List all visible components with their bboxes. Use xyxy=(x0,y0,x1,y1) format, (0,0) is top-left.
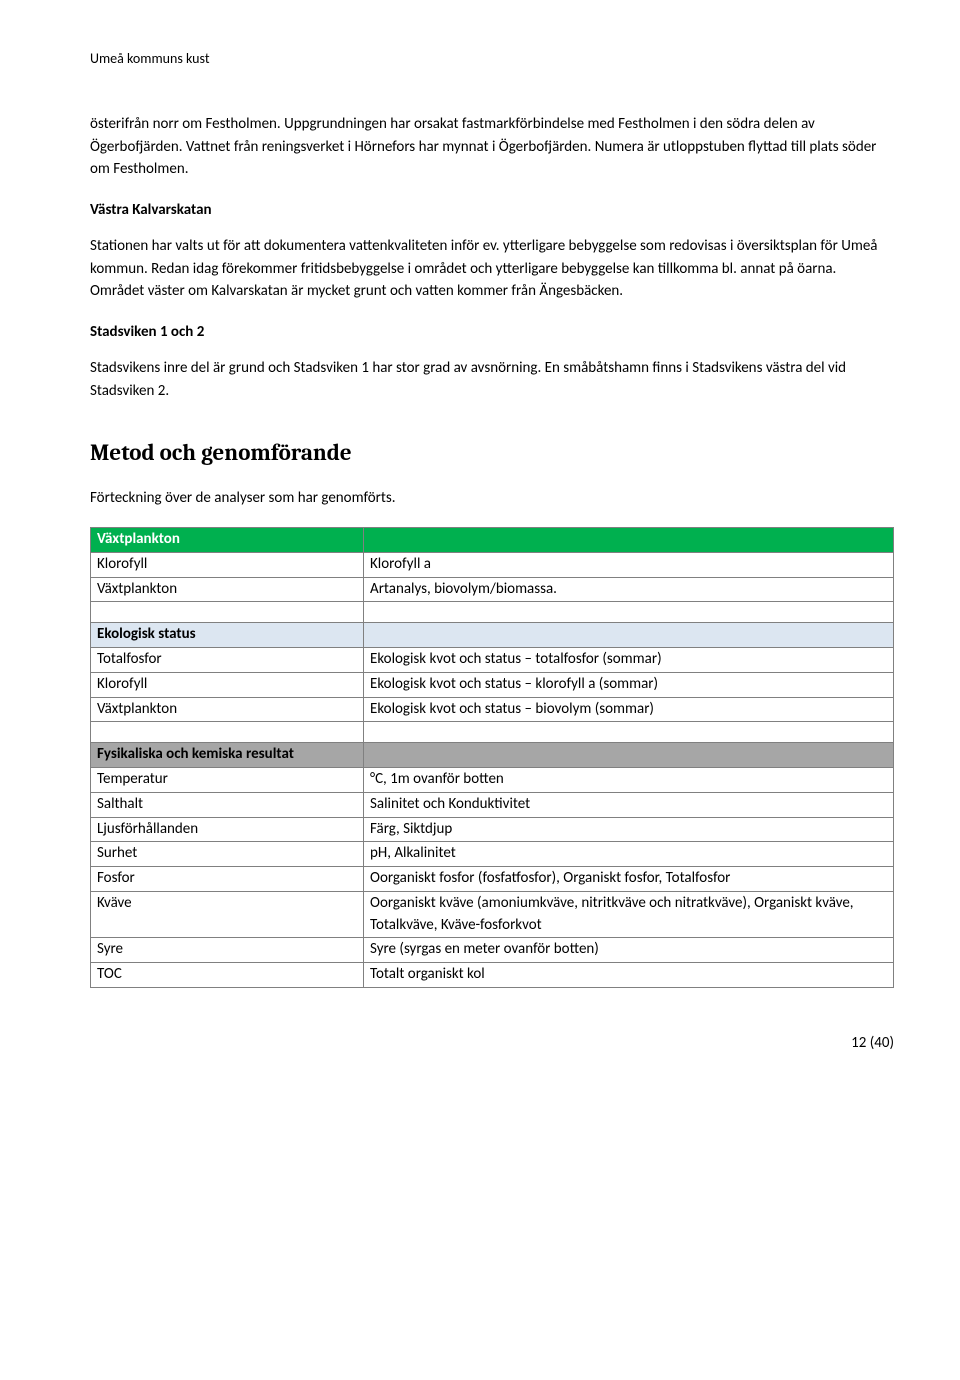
section-heading-stadsviken: Stadsviken 1 och 2 xyxy=(90,321,894,344)
table-cell: Totalfosfor xyxy=(91,648,364,673)
table-cell: Ljusförhållanden xyxy=(91,817,364,842)
table-cell: Klorofyll a xyxy=(364,552,894,577)
table-row: Klorofyll Ekologisk kvot och status – kl… xyxy=(91,672,894,697)
table-row: Växtplankton Ekologisk kvot och status –… xyxy=(91,697,894,722)
table-cell: Klorofyll xyxy=(91,552,364,577)
table-cell: Ekologisk kvot och status – biovolym (so… xyxy=(364,697,894,722)
table-row: Växtplankton Artanalys, biovolym/biomass… xyxy=(91,577,894,602)
table-cell: Artanalys, biovolym/biomassa. xyxy=(364,577,894,602)
table-row: Ljusförhållanden Färg, Siktdjup xyxy=(91,817,894,842)
table-cell: Temperatur xyxy=(91,768,364,793)
table-row: Surhet pH, Alkalinitet xyxy=(91,842,894,867)
table-cell: Salinitet och Konduktivitet xyxy=(364,792,894,817)
body-paragraph: Stationen har valts ut för att dokumente… xyxy=(90,235,894,303)
body-paragraph: österifrån norr om Festholmen. Uppgrundn… xyxy=(90,113,894,181)
table-cell: Salthalt xyxy=(91,792,364,817)
table-row: Totalfosfor Ekologisk kvot och status – … xyxy=(91,648,894,673)
table-header-ekologisk: Ekologisk status xyxy=(91,623,894,648)
table-row xyxy=(91,722,894,743)
table-cell: Färg, Siktdjup xyxy=(364,817,894,842)
table-cell: Ekologisk kvot och status – totalfosfor … xyxy=(364,648,894,673)
table-cell: Kväve xyxy=(91,891,364,938)
table-intro: Förteckning över de analyser som har gen… xyxy=(90,487,894,510)
table-cell: Ekologisk kvot och status – klorofyll a … xyxy=(364,672,894,697)
table-cell: Växtplankton xyxy=(91,528,364,553)
page-header: Umeå kommuns kust xyxy=(90,48,894,69)
table-cell: Fosfor xyxy=(91,867,364,892)
table-row: TOC Totalt organiskt kol xyxy=(91,963,894,988)
table-cell: Växtplankton xyxy=(91,577,364,602)
table-cell: Fysikaliska och kemiska resultat xyxy=(91,743,364,768)
table-cell: Klorofyll xyxy=(91,672,364,697)
table-cell: Växtplankton xyxy=(91,697,364,722)
heading-metod: Metod och genomförande xyxy=(90,436,894,471)
table-cell xyxy=(364,602,894,623)
table-cell: °C, 1m ovanför botten xyxy=(364,768,894,793)
table-cell: TOC xyxy=(91,963,364,988)
table-row: Fosfor Oorganiskt fosfor (fosfatfosfor),… xyxy=(91,867,894,892)
table-row: Salthalt Salinitet och Konduktivitet xyxy=(91,792,894,817)
table-row xyxy=(91,602,894,623)
table-cell xyxy=(364,722,894,743)
table-row: Kväve Oorganiskt kväve (amoniumkväve, ni… xyxy=(91,891,894,938)
table-header-vaxtplankton: Växtplankton xyxy=(91,528,894,553)
table-cell: Oorganiskt fosfor (fosfatfosfor), Organi… xyxy=(364,867,894,892)
table-cell: Oorganiskt kväve (amoniumkväve, nitritkv… xyxy=(364,891,894,938)
table-cell: Ekologisk status xyxy=(91,623,364,648)
table-row: Syre Syre (syrgas en meter ovanför botte… xyxy=(91,938,894,963)
table-cell xyxy=(91,722,364,743)
table-cell: pH, Alkalinitet xyxy=(364,842,894,867)
section-heading-vastra: Västra Kalvarskatan xyxy=(90,199,894,222)
table-cell: Syre xyxy=(91,938,364,963)
analysis-table: Växtplankton Klorofyll Klorofyll a Växtp… xyxy=(90,527,894,988)
table-cell: Syre (syrgas en meter ovanför botten) xyxy=(364,938,894,963)
body-paragraph: Stadsvikens inre del är grund och Stadsv… xyxy=(90,357,894,402)
table-cell: Surhet xyxy=(91,842,364,867)
table-row: Temperatur °C, 1m ovanför botten xyxy=(91,768,894,793)
table-cell xyxy=(364,623,894,648)
table-cell: Totalt organiskt kol xyxy=(364,963,894,988)
page-footer: 12 (40) xyxy=(90,1032,894,1055)
table-header-fysikaliska: Fysikaliska och kemiska resultat xyxy=(91,743,894,768)
table-cell xyxy=(91,602,364,623)
table-row: Klorofyll Klorofyll a xyxy=(91,552,894,577)
table-cell xyxy=(364,743,894,768)
table-cell xyxy=(364,528,894,553)
